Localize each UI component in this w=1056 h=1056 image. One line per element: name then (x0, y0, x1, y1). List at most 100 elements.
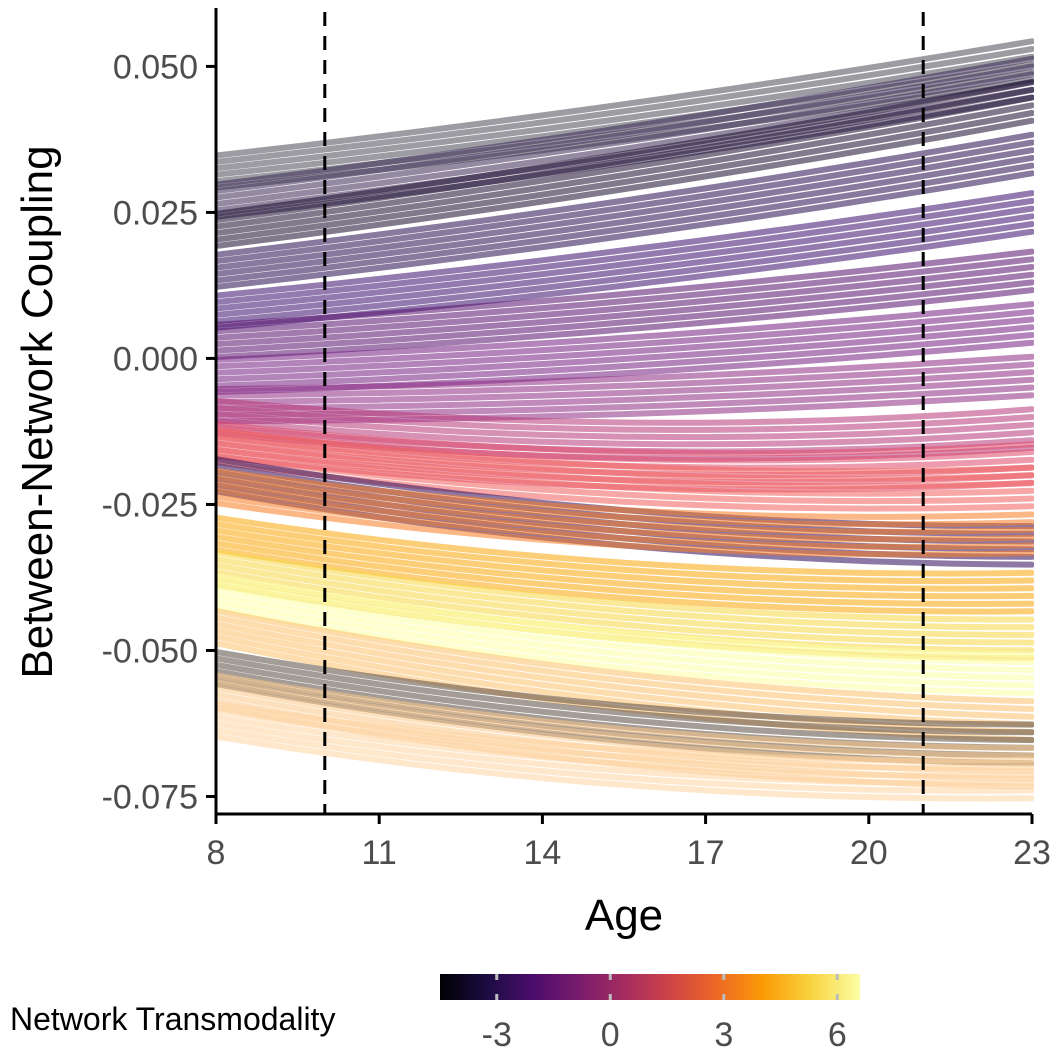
series-line (216, 376, 1034, 412)
series-line (216, 102, 1034, 237)
series-line (216, 598, 1034, 689)
colorbar-tick-label: 0 (601, 1016, 620, 1054)
x-tick-label: 20 (850, 834, 888, 872)
series-line (216, 727, 1034, 794)
series-line (216, 248, 1034, 328)
y-axis-title: Between-Network Coupling (13, 145, 62, 678)
series-line (216, 117, 1034, 249)
series-line (216, 579, 1034, 666)
series-line (216, 620, 1034, 720)
series-line (216, 301, 1034, 363)
y-tick-label: 0.000 (113, 340, 198, 378)
series-line (216, 410, 1034, 441)
colorbar-ticks: -3 0 3 6 (482, 974, 847, 1054)
series-line (216, 46, 1034, 165)
series-line (216, 605, 1034, 697)
series-line (216, 585, 1034, 673)
y-tick-label: -0.075 (102, 778, 198, 816)
series-line (216, 540, 1034, 607)
colorbar-title: Network Transmodality (10, 1001, 335, 1037)
series-line (216, 527, 1034, 592)
series-line (216, 733, 1034, 802)
series-line (216, 648, 1034, 728)
series-line (216, 592, 1034, 681)
series-line (216, 110, 1034, 243)
series-line (216, 404, 1034, 433)
x-tick-label: 8 (207, 834, 226, 872)
series-line (216, 213, 1034, 318)
axes: 8 11 14 17 20 23 0.050 0.025 0.000 -0.025 -0.050 -0… (102, 8, 1051, 872)
series-line (216, 714, 1034, 779)
series-line (216, 655, 1034, 736)
series-line (216, 549, 1034, 623)
series-line (216, 627, 1034, 728)
series-line (216, 573, 1034, 658)
series-line (216, 279, 1034, 354)
series-line (216, 608, 1034, 705)
series-line (216, 568, 1034, 646)
series-line (216, 86, 1034, 224)
colorbar-gradient (440, 974, 860, 1000)
series-line (216, 38, 1034, 159)
series-line (216, 439, 1034, 490)
series-line (216, 521, 1034, 585)
series-line (216, 446, 1034, 497)
x-tick-label: 23 (1013, 834, 1051, 872)
series-line (216, 397, 1034, 426)
series-line (216, 493, 1034, 550)
series-line (216, 500, 1034, 558)
series-line (216, 147, 1034, 271)
y-tick-label: -0.050 (102, 632, 198, 670)
series-line (216, 256, 1034, 335)
colorbar-tick-label: -3 (482, 1016, 512, 1054)
series-line (216, 452, 1034, 505)
series-line (216, 480, 1034, 535)
series-line (216, 487, 1034, 543)
series-line (216, 53, 1034, 172)
series-line (216, 197, 1034, 306)
colorbar-tick-label: 3 (714, 1016, 733, 1054)
series-line (216, 514, 1034, 577)
series-line (216, 361, 1034, 399)
series-line (216, 190, 1034, 299)
y-tick-label: -0.025 (102, 486, 198, 524)
series-line (216, 316, 1034, 376)
series-line (216, 678, 1034, 759)
x-tick-label: 14 (523, 834, 561, 872)
colorbar-tick-label: 6 (828, 1016, 847, 1054)
series-line (216, 427, 1034, 475)
series-line (216, 55, 1034, 188)
colorbar-legend: Network Transmodality -3 0 3 6 (10, 974, 860, 1054)
series-line (216, 369, 1034, 405)
series-line (216, 546, 1034, 615)
series-line (216, 170, 1034, 290)
series-line (216, 324, 1034, 383)
series-line (216, 433, 1034, 482)
reference-lines (323, 12, 925, 814)
x-axis-title: Age (585, 891, 663, 940)
series-line (216, 421, 1034, 457)
series-line (216, 720, 1034, 787)
series-line (216, 264, 1034, 341)
series-line (216, 672, 1034, 751)
series-line (216, 63, 1034, 195)
series-line (216, 205, 1034, 312)
series-line (216, 162, 1034, 284)
series-line (216, 131, 1034, 258)
series-line (216, 474, 1034, 528)
series-line (216, 640, 1034, 743)
series-line (216, 614, 1034, 712)
x-tick-label: 17 (687, 834, 725, 872)
x-tick-label: 11 (362, 834, 397, 872)
y-tick-label: 0.025 (113, 194, 198, 232)
series-line (216, 308, 1034, 370)
series-line (216, 661, 1034, 744)
series-line (216, 271, 1034, 348)
series-line (216, 533, 1034, 600)
series-line (216, 556, 1034, 631)
series-line (216, 79, 1034, 217)
series-line (216, 94, 1034, 230)
series-line (216, 71, 1034, 201)
y-tick-label: 0.050 (113, 48, 198, 86)
